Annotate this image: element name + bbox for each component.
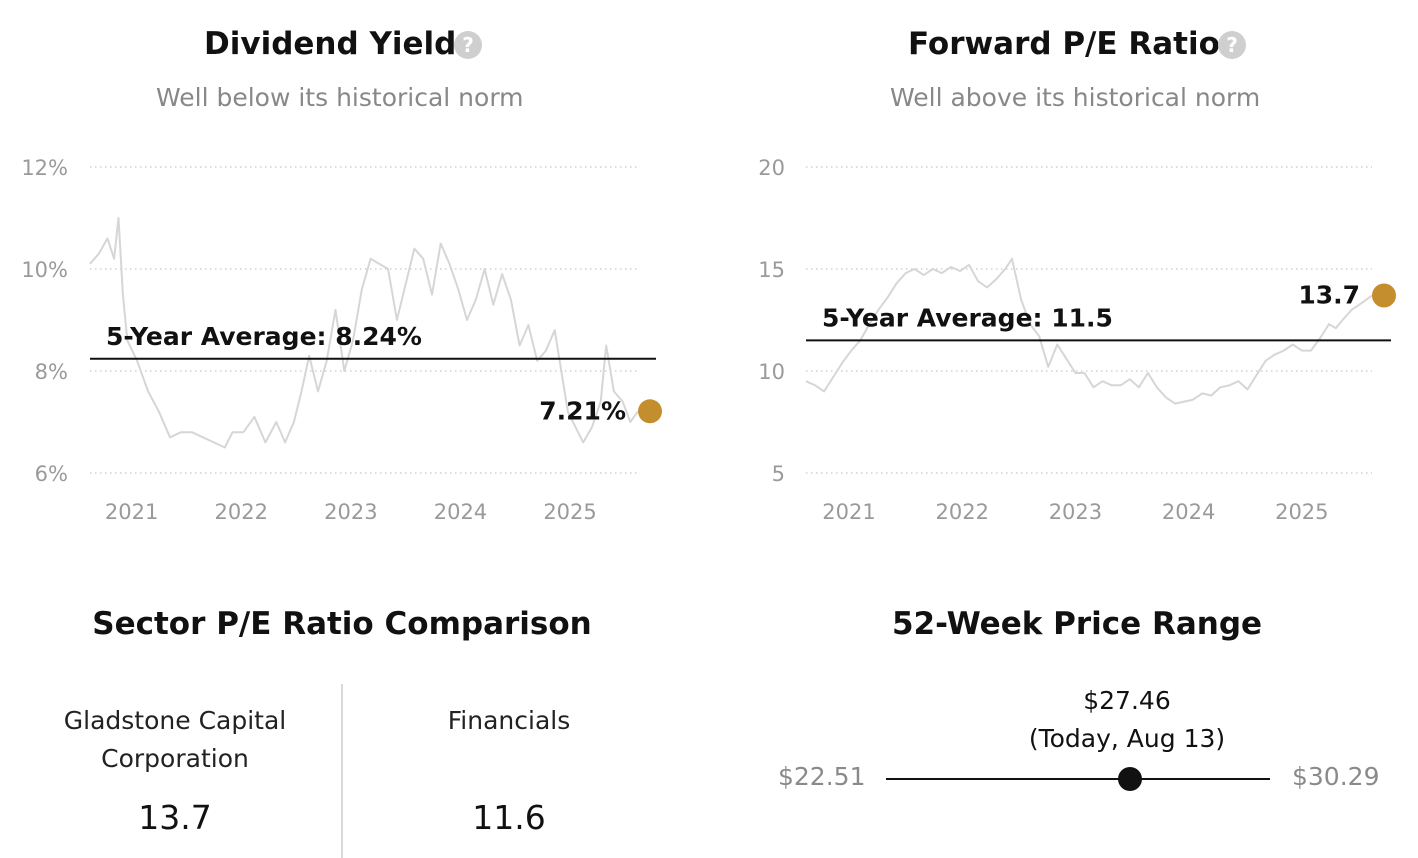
sector-pe-value: 11.6 xyxy=(472,798,546,837)
dividend-yield-subtitle: Well below its historical norm xyxy=(156,83,524,112)
pe-current-marker xyxy=(1372,283,1396,308)
sector-comparison-title: Sector P/E Ratio Comparison xyxy=(92,606,592,642)
dividend-yield-chart: 6% 8% 10% 12% 2021 2022 2023 2024 2025 5-Year Ave… xyxy=(21,156,662,524)
pe-y-tick-label: 10 xyxy=(758,360,785,384)
company-pe-value: 13.7 xyxy=(138,798,212,837)
dividend-x-tick-label: 2023 xyxy=(324,500,377,524)
pe-average-label: 5-Year Average: 11.5 xyxy=(822,303,1113,332)
pe-x-tick-label: 2022 xyxy=(935,500,988,524)
current-price-note: (Today, Aug 13) xyxy=(1028,724,1226,753)
dividend-current-marker xyxy=(638,399,662,424)
forward-pe-subtitle: Well above its historical norm xyxy=(890,83,1261,112)
pe-current-label: 13.7 xyxy=(1298,281,1360,310)
dividend-history-line xyxy=(89,217,639,449)
forward-pe-title: Forward P/E Ratio xyxy=(908,26,1220,62)
dividend-y-tick-label: 12% xyxy=(21,156,68,180)
range-low: $22.51 xyxy=(778,762,866,791)
help-icon[interactable]: ? xyxy=(1218,31,1246,59)
dividend-average-label: 5-Year Average: 8.24% xyxy=(106,322,422,351)
range-track xyxy=(886,778,1270,780)
dividend-x-tick-label: 2022 xyxy=(215,500,268,524)
forward-pe-chart: 5 10 15 20 2021 2022 2023 2024 2025 5-Year Averag… xyxy=(758,156,1396,524)
dividend-y-tick-label: 6% xyxy=(35,462,68,486)
dividend-x-tick-label: 2021 xyxy=(105,500,158,524)
dividend-y-tick-label: 8% xyxy=(35,360,68,384)
dividend-y-tick-label: 10% xyxy=(21,258,68,282)
pe-x-tick-label: 2023 xyxy=(1049,500,1102,524)
dividend-x-tick-label: 2024 xyxy=(434,500,487,524)
dividend-x-tick-label: 2025 xyxy=(543,500,596,524)
current-price: $27.46 xyxy=(1083,686,1171,715)
company-name: Gladstone Capital Corporation xyxy=(63,706,287,773)
pe-history-line xyxy=(805,257,1373,405)
pe-y-tick-label: 15 xyxy=(758,258,785,282)
pe-x-tick-label: 2021 xyxy=(822,500,875,524)
pe-x-tick-label: 2024 xyxy=(1162,500,1215,524)
help-icon[interactable]: ? xyxy=(454,31,482,59)
pe-x-tick-label: 2025 xyxy=(1275,500,1328,524)
pe-y-tick-label: 20 xyxy=(758,156,785,180)
dividend-yield-title: Dividend Yield xyxy=(204,26,457,62)
dividend-current-label: 7.21% xyxy=(539,396,626,425)
sector-name: Financials xyxy=(447,706,571,735)
current-price-marker xyxy=(1118,767,1143,791)
comparison-divider xyxy=(341,684,343,858)
pe-y-tick-label: 5 xyxy=(772,462,785,486)
price-range-title: 52-Week Price Range xyxy=(891,606,1263,642)
range-high: $30.29 xyxy=(1292,762,1380,791)
